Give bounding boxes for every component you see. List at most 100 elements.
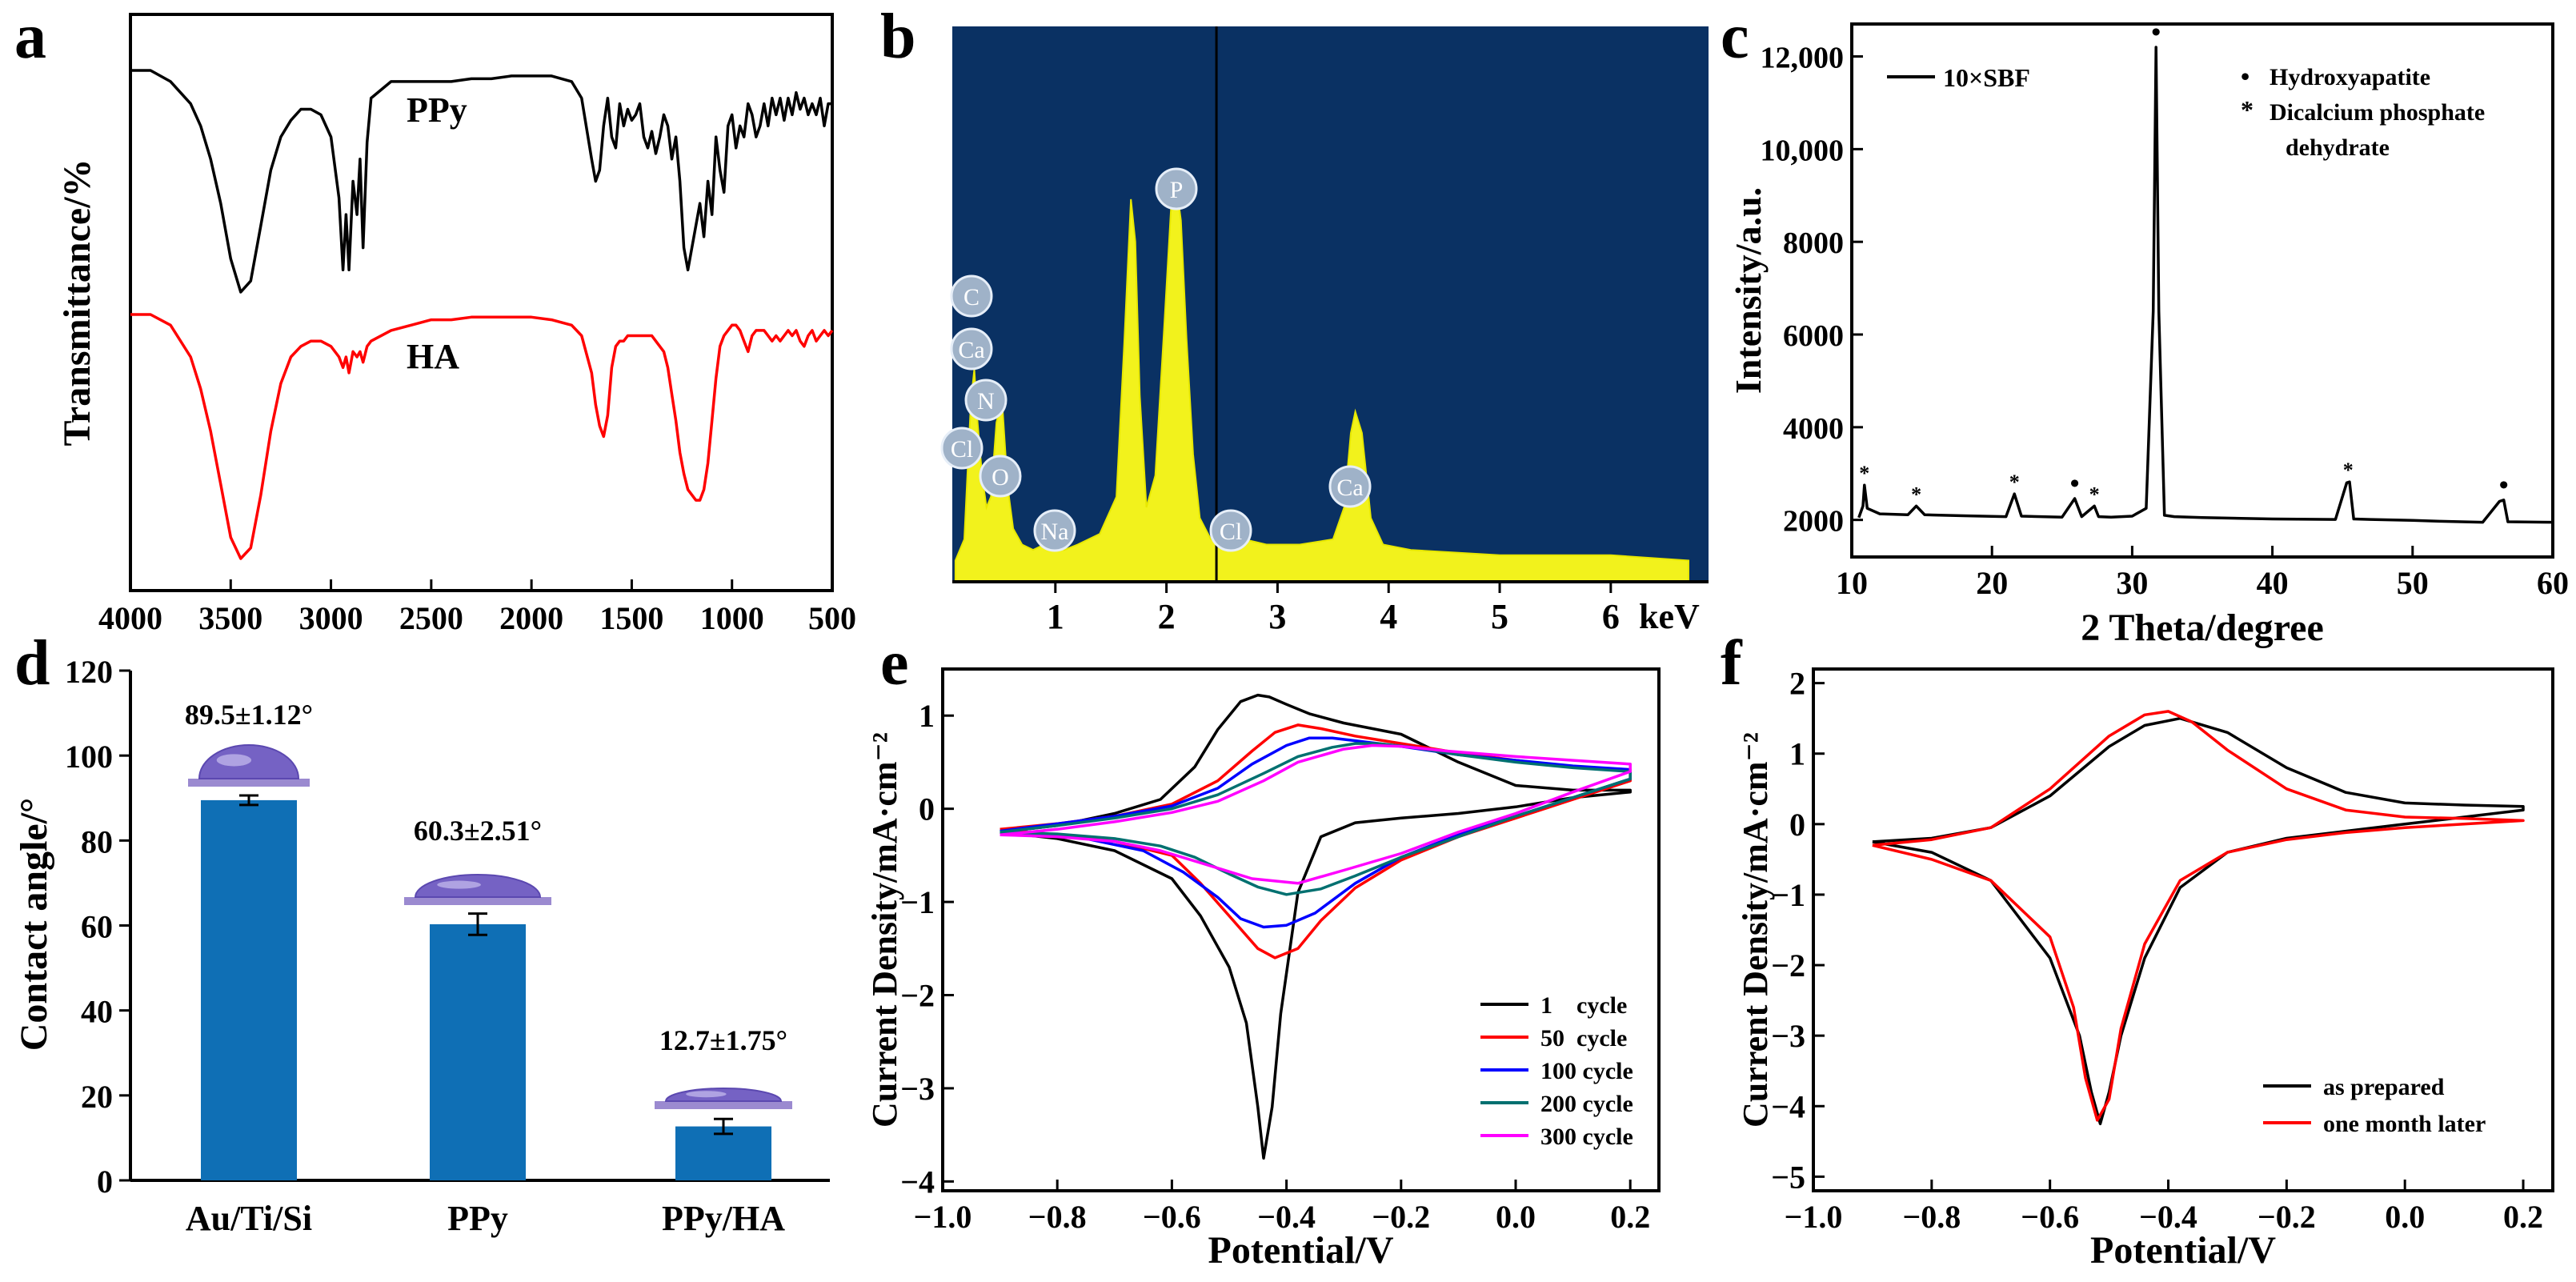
x-axis-label: Potential/V <box>1208 1229 1394 1272</box>
substrate-illustration <box>404 897 551 905</box>
y-tick-label: 100 <box>65 739 113 775</box>
peak-mark-hydroxyapatite: • <box>2070 469 2080 499</box>
x-tick-label: 0.2 <box>1610 1199 1650 1235</box>
peak-mark-hydroxyapatite: • <box>2151 18 2161 47</box>
x-tick-label: 2500 <box>399 600 463 636</box>
x-tick-label: −1.0 <box>1785 1199 1843 1235</box>
y-tick-label: 8000 <box>1783 226 1844 260</box>
series-line-10xsbf <box>1857 46 2554 524</box>
x-tick-label: 3 <box>1268 597 1286 636</box>
y-tick-label: −4 <box>900 1164 935 1200</box>
y-tick-label: 120 <box>65 654 113 690</box>
series-line <box>1000 693 1632 1160</box>
legend-label: 10×SBF <box>1943 63 2030 92</box>
x-tick-label: 2 <box>1158 597 1176 636</box>
panel-label-e: e <box>880 628 909 699</box>
peak-mark-dicalcium: * <box>2343 459 2354 482</box>
panel-c-plot-frame <box>1850 22 2554 559</box>
x-axis-label: keV <box>1639 597 1700 636</box>
x-tick-label: 4 <box>1380 597 1397 636</box>
legend-label: one month later <box>2323 1111 2486 1137</box>
series-line <box>1000 736 1632 929</box>
x-tick-label: −1.0 <box>914 1199 972 1235</box>
x-tick-label: 3500 <box>198 600 262 636</box>
annotation-ha: HA <box>407 337 459 376</box>
x-tick-label: 4000 <box>98 600 162 636</box>
panel-e: −1.0 −0.8 −0.6 −0.4 −0.2 0.0 0.2 −4 −3 −2 −1 0 1 1 cy… <box>865 667 1661 1272</box>
x-tick-label: −0.8 <box>1028 1199 1087 1235</box>
x-tick-label: −0.6 <box>2021 1199 2079 1235</box>
peak-mark-dicalcium: * <box>2089 483 2100 506</box>
element-label: Na <box>1041 519 1069 545</box>
x-tick-label: −0.2 <box>2258 1199 2316 1235</box>
y-tick-label: 4000 <box>1783 412 1844 446</box>
substrate-illustration <box>188 779 310 787</box>
x-tick-label: 500 <box>808 600 856 636</box>
x-category-label: Au/Ti/Si <box>186 1199 312 1238</box>
panel-c: 10 20 30 40 50 60 2000 4000 6000 8000 10,000 12,000… <box>1728 18 2569 649</box>
x-tick-label: −0.4 <box>1257 1199 1316 1235</box>
x-tick-label: 0.0 <box>1496 1199 1536 1235</box>
peak-mark-dicalcium: * <box>2009 471 2020 494</box>
x-tick-label: 1000 <box>700 600 764 636</box>
y-tick-label: −3 <box>1771 1018 1805 1054</box>
element-label: Cl <box>951 436 973 463</box>
peak-mark-dicalcium: * <box>1859 462 1869 485</box>
legend-label: 200 cycle <box>1540 1091 1633 1117</box>
x-tick-label: −0.2 <box>1372 1199 1430 1235</box>
x-tick-label: 40 <box>2257 565 2289 601</box>
x-tick-label: 1500 <box>599 600 663 636</box>
droplet-highlight <box>686 1091 727 1098</box>
y-tick-label: 10,000 <box>1761 134 1845 167</box>
element-label: Ca <box>1336 475 1363 501</box>
legend-label: 50 cycle <box>1540 1025 1627 1052</box>
panel-f: −1.0 −0.8 −0.6 −0.4 −0.2 0.0 0.2 −5 −4 −3 −2 −1 0 1 2 a… <box>1736 666 2554 1272</box>
element-badge <box>950 274 993 318</box>
y-axis-label: Transmittance/% <box>56 158 98 446</box>
legend-label: 100 cycle <box>1540 1058 1633 1084</box>
y-tick-label: 20 <box>81 1079 113 1115</box>
legend-label: Hydroxyapatite <box>2270 64 2430 90</box>
x-tick-label: 20 <box>1976 565 2008 601</box>
bar <box>201 799 297 1180</box>
element-badge <box>964 379 1008 422</box>
y-tick-label: 6000 <box>1783 319 1844 353</box>
x-axis-label: Potential/V <box>2090 1229 2276 1272</box>
series-line-ppy <box>130 69 832 294</box>
y-axis-label: Current Density/mA·cm⁻² <box>865 732 904 1128</box>
element-label: N <box>977 388 995 415</box>
y-tick-label: −5 <box>1771 1159 1805 1195</box>
y-tick-label: 1 <box>919 698 935 734</box>
legend-label: as prepared <box>2323 1074 2445 1100</box>
panel-label-d: d <box>14 628 50 699</box>
element-label: O <box>992 464 1009 491</box>
series-line <box>1872 710 2525 1122</box>
y-tick-label: −2 <box>900 978 935 1014</box>
x-tick-label: 2000 <box>499 600 563 636</box>
x-tick-label: 10 <box>1836 565 1868 601</box>
panel-e-plot-frame <box>941 667 1661 1192</box>
x-tick-label: −0.8 <box>1902 1199 1961 1235</box>
y-tick-label: 12,000 <box>1761 42 1845 75</box>
element-label: Cl <box>1220 519 1242 545</box>
y-tick-label: 0 <box>1789 807 1805 843</box>
x-tick-label: 3000 <box>299 600 363 636</box>
spectrum-area <box>954 178 1689 583</box>
element-badge <box>1328 465 1372 508</box>
panel-label-a: a <box>14 2 46 72</box>
element-label: C <box>963 284 980 310</box>
y-tick-label: −1 <box>1771 877 1805 913</box>
y-tick-label: 0 <box>919 791 935 827</box>
legend-label: 300 cycle <box>1540 1124 1633 1150</box>
panel-label-c: c <box>1721 2 1749 72</box>
element-badge <box>940 427 984 470</box>
element-badge <box>1209 509 1252 552</box>
y-axis-label: Intensity/a.u. <box>1728 187 1769 394</box>
y-tick-label: 60 <box>81 909 113 945</box>
element-badge <box>950 327 993 371</box>
legend-label: dehydrate <box>2286 134 2390 161</box>
x-category-label: PPy <box>447 1199 508 1238</box>
y-tick-label: 40 <box>81 994 113 1030</box>
